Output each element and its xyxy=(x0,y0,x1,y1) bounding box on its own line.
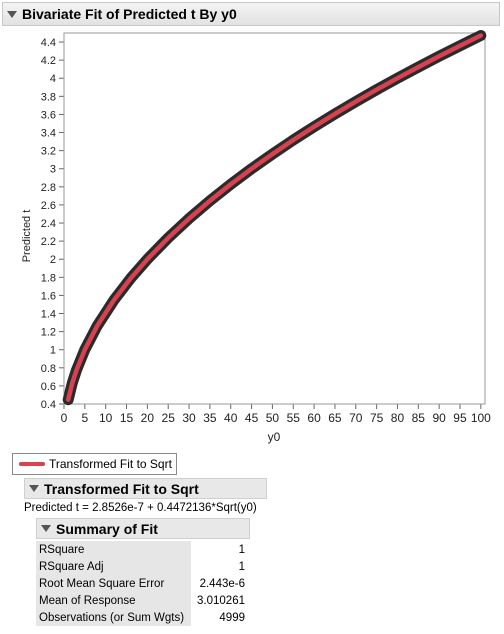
disclosure-triangle-icon[interactable] xyxy=(7,10,17,18)
y-tick-label: 3.8 xyxy=(41,91,56,103)
stat-label: Root Mean Square Error xyxy=(36,575,191,592)
plot-frame xyxy=(63,32,486,405)
y-tick-label: 0.4 xyxy=(41,399,56,411)
fit-line[interactable] xyxy=(65,33,484,402)
y-tick-label: 2 xyxy=(50,254,56,266)
summary-of-fit-table: RSquare 1 RSquare Adj 1 Root Mean Square… xyxy=(36,541,248,626)
x-tick-label: 40 xyxy=(224,411,238,425)
x-tick-label: 100 xyxy=(471,411,491,425)
x-tick-label: 55 xyxy=(287,411,301,425)
stat-value: 1 xyxy=(238,543,245,556)
y-tick-label: 3.2 xyxy=(41,146,56,158)
disclosure-triangle-icon[interactable] xyxy=(29,485,39,492)
y-tick-label: 4.2 xyxy=(41,55,56,67)
stat-value: 1 xyxy=(238,560,245,573)
x-tick-label: 20 xyxy=(141,411,155,425)
y-tick-label: 3 xyxy=(50,164,56,176)
legend-swatch xyxy=(19,462,45,466)
y-tick-label: 2.4 xyxy=(41,218,56,230)
fit-equation: Predicted t = 2.8526e-7 + 0.4472136*Sqrt… xyxy=(24,502,257,514)
stat-value: 2.443e-6 xyxy=(199,577,245,590)
y-tick-label: 1.6 xyxy=(41,290,56,302)
table-row: RSquare Adj 1 xyxy=(36,558,248,575)
table-row: Root Mean Square Error 2.443e-6 xyxy=(36,575,248,592)
x-tick-label: 60 xyxy=(307,411,321,425)
x-tick-label: 90 xyxy=(432,411,446,425)
stat-label: Mean of Response xyxy=(36,592,191,609)
x-tick-label: 45 xyxy=(245,411,259,425)
x-tick-label: 30 xyxy=(182,411,196,425)
y-tick-label: 2.8 xyxy=(41,182,56,194)
fit-title: Transformed Fit to Sqrt xyxy=(44,480,199,497)
x-tick-label: 5 xyxy=(81,411,88,425)
summary-of-fit-title: Summary of Fit xyxy=(56,520,158,537)
y-axis-label: Predicted t xyxy=(21,210,33,263)
x-tick-label: 15 xyxy=(120,411,134,425)
x-tick-label: 65 xyxy=(328,411,342,425)
stat-label: RSquare Adj xyxy=(36,558,191,575)
stat-value: 3.010261 xyxy=(197,594,245,607)
y-tick-label: 2.6 xyxy=(41,200,56,212)
legend-label: Transformed Fit to Sqrt xyxy=(49,457,172,471)
y-tick-label: 3.6 xyxy=(41,109,56,121)
fit-header[interactable]: Transformed Fit to Sqrt xyxy=(24,478,267,499)
x-axis-label: y0 xyxy=(268,430,281,444)
x-tick-label: 75 xyxy=(370,411,384,425)
report-header[interactable]: Bivariate Fit of Predicted t By y0 xyxy=(2,2,500,26)
x-tick-label: 25 xyxy=(162,411,176,425)
y-tick-label: 1.8 xyxy=(41,272,56,284)
y-tick-label: 0.6 xyxy=(41,381,56,393)
table-row: Mean of Response 3.010261 xyxy=(36,592,248,609)
y-tick-label: 4 xyxy=(50,73,56,85)
x-tick-label: 70 xyxy=(349,411,363,425)
summary-of-fit-header[interactable]: Summary of Fit xyxy=(36,518,250,539)
x-tick-label: 35 xyxy=(203,411,217,425)
stat-value: 4999 xyxy=(219,611,245,624)
x-tick-label: 0 xyxy=(61,411,68,425)
y-tick-label: 2.2 xyxy=(41,236,56,248)
bivariate-plot[interactable]: 0.4 0.6 0.8 1 1.2 1.4 1.6 1.8 2 2.2 2.4 2.6 2.8 3 3.2 3… xyxy=(0,26,504,450)
legend: Transformed Fit to Sqrt xyxy=(12,453,177,475)
x-tick-label: 80 xyxy=(391,411,405,425)
table-row: Observations (or Sum Wgts) 4999 xyxy=(36,609,248,626)
stat-label: Observations (or Sum Wgts) xyxy=(36,609,191,626)
y-tick-label: 0.8 xyxy=(41,363,56,375)
y-tick-label: 1.4 xyxy=(41,309,56,321)
y-tick-label: 1 xyxy=(50,345,56,357)
stat-label: RSquare xyxy=(36,541,191,558)
disclosure-triangle-icon[interactable] xyxy=(41,525,51,532)
y-tick-label: 1.2 xyxy=(41,327,56,339)
x-tick-label: 50 xyxy=(266,411,280,425)
x-tick-label: 85 xyxy=(412,411,426,425)
y-tick-label: 3.4 xyxy=(41,128,56,140)
report-title: Bivariate Fit of Predicted t By y0 xyxy=(22,6,237,22)
table-row: RSquare 1 xyxy=(36,541,248,558)
x-tick-label: 95 xyxy=(453,411,467,425)
x-tick-label: 10 xyxy=(99,411,113,425)
fit-line-outline xyxy=(62,30,487,406)
y-tick-label: 4.4 xyxy=(41,37,56,49)
